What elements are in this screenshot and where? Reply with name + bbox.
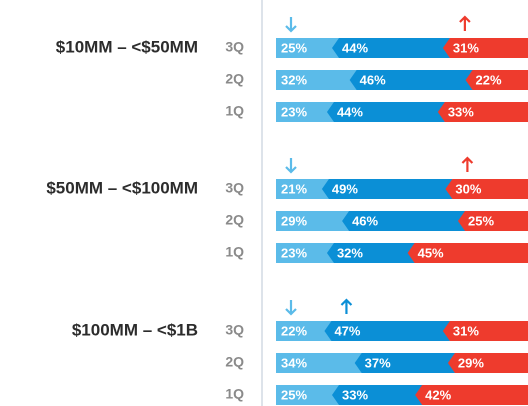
value-label: 37% [365,355,391,370]
value-label: 22% [281,323,307,338]
bar-segment [354,353,455,373]
value-label: 47% [334,323,360,338]
bar-segment [276,243,334,263]
value-label: 23% [281,245,307,260]
value-label: 29% [458,355,484,370]
bar-segment [415,385,528,405]
value-label: 29% [281,213,307,228]
category-label: 1Q [225,103,244,119]
value-label: 42% [425,387,451,402]
bar-segment [332,38,450,58]
value-label: 33% [342,387,368,402]
bar-segment [326,243,415,263]
bar-segment [349,70,473,90]
value-label: 46% [360,72,386,87]
value-label: 25% [281,40,307,55]
group-label: $10MM – <$50MM [56,37,198,56]
value-label: 49% [332,181,358,196]
value-label: 44% [337,104,363,119]
group-label: $100MM – <$1B [72,320,198,339]
trend-arrow [459,15,471,31]
group-label: $50MM – <$100MM [46,178,198,197]
value-label: 33% [448,104,474,119]
value-label: 31% [453,323,479,338]
bar-segment [458,211,528,231]
value-label: 32% [281,72,307,87]
bar-segment [276,385,339,405]
value-label: 45% [418,245,444,260]
category-label: 3Q [225,180,244,196]
value-label: 30% [455,181,481,196]
value-label: 32% [337,245,363,260]
bar-segment [324,321,450,341]
bar-segment [326,102,445,122]
value-label: 22% [476,72,502,87]
value-label: 21% [281,181,307,196]
bar-segment [276,353,362,373]
bar-segment [276,321,332,341]
value-label: 46% [352,213,378,228]
category-label: 1Q [225,244,244,260]
trend-arrow [340,298,353,314]
category-label: 3Q [225,39,244,55]
trend-arrow [285,158,297,174]
value-label: 44% [342,40,368,55]
bar-segment [276,38,339,58]
category-label: 1Q [225,386,244,402]
category-label: 2Q [225,212,244,228]
bar-segment [276,70,357,90]
trend-arrow [285,17,297,33]
bar-segment [437,102,528,122]
value-label: 25% [281,387,307,402]
value-label: 34% [281,355,307,370]
bar-segment [332,385,423,405]
value-label: 25% [468,213,494,228]
category-label: 3Q [225,322,244,338]
category-label: 2Q [225,71,244,87]
value-label: 23% [281,104,307,119]
bar-segment [447,353,528,373]
value-label: 31% [453,40,479,55]
bar-segment [407,243,528,263]
bar-segment [321,179,453,199]
bar-segment [442,321,528,341]
bar-segment [276,211,350,231]
trend-arrow [461,156,474,172]
bar-segment [442,38,528,58]
bar-segment [276,102,334,122]
bar-segment [342,211,465,231]
bar-segment [276,179,329,199]
bar-segment [465,70,528,90]
category-label: 2Q [225,354,244,370]
trend-arrow [285,300,297,316]
bar-segment [445,179,528,199]
